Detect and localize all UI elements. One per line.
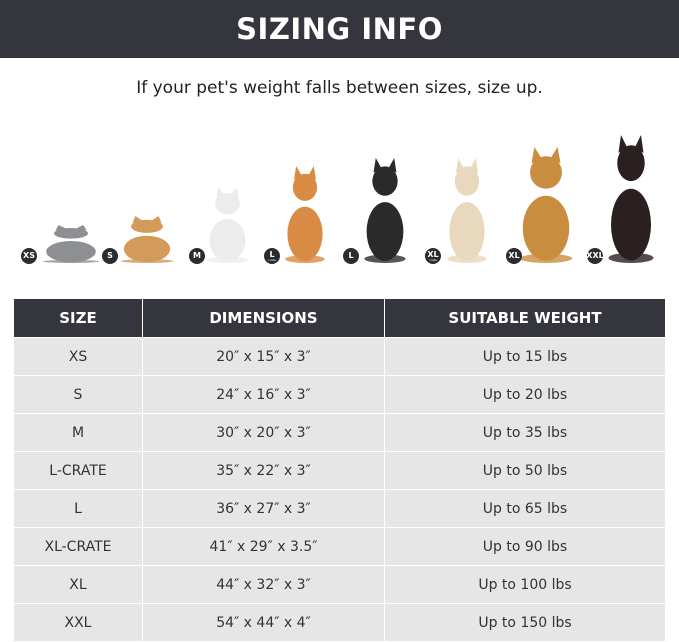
dimensions-cell: 35″ x 22″ x 3″ (142, 451, 385, 490)
size-cell: XXL (14, 603, 143, 641)
table-header-row: SIZE DIMENSIONS SUITABLE WEIGHT (14, 299, 665, 338)
golden-retriever-icon (517, 147, 575, 267)
table-row: XS 20″ x 15″ x 3″ Up to 15 lbs (14, 337, 665, 376)
table-row: S 24″ x 16″ x 3″ Up to 20 lbs (14, 375, 665, 414)
size-badge: XXL (586, 248, 604, 264)
size-badge: S (102, 248, 118, 264)
subtitle: If your pet's weight falls between sizes… (136, 78, 543, 98)
table-row: M 30″ x 20″ x 3″ Up to 35 lbs (14, 413, 665, 452)
dimensions-cell: 44″ x 32″ x 3″ (142, 565, 385, 604)
size-cell: L (14, 489, 143, 528)
badge-label: XS (23, 251, 35, 260)
badge-sublabel: crate (268, 257, 276, 262)
pomeranian-icon (118, 216, 176, 267)
weight-cell: Up to 35 lbs (384, 413, 665, 452)
size-cell: L-CRATE (14, 451, 143, 490)
table-row: XXL 54″ x 44″ x 4″ Up to 150 lbs (14, 603, 665, 641)
table-row: XL 44″ x 32″ x 3″ Up to 100 lbs (14, 565, 665, 604)
header-dimensions: DIMENSIONS (142, 299, 385, 338)
size-cell: XL (14, 565, 143, 604)
dimensions-cell: 20″ x 15″ x 3″ (142, 337, 385, 376)
badge-label: XXL (586, 251, 604, 260)
dimensions-cell: 41″ x 29″ x 3.5″ (142, 527, 385, 566)
table-row: L 36″ x 27″ x 3″ Up to 65 lbs (14, 489, 665, 528)
badge-label: XL (508, 251, 520, 260)
gray-cat-icon (40, 225, 102, 267)
labrador-icon (445, 158, 489, 267)
table-row: XL-CRATE 41″ x 29″ x 3.5″ Up to 90 lbs (14, 527, 665, 566)
dimensions-cell: 30″ x 20″ x 3″ (142, 413, 385, 452)
dimensions-cell: 36″ x 27″ x 3″ (142, 489, 385, 528)
weight-cell: Up to 150 lbs (384, 603, 665, 641)
doberman-icon (606, 135, 656, 267)
badge-label: L (348, 251, 354, 260)
header-weight: SUITABLE WEIGHT (384, 299, 665, 338)
size-cell: M (14, 413, 143, 452)
weight-cell: Up to 100 lbs (384, 565, 665, 604)
table-row: L-CRATE 35″ x 22″ x 3″ Up to 50 lbs (14, 451, 665, 490)
size-badge: XS (21, 248, 37, 264)
badge-label: S (107, 251, 113, 260)
header-size: SIZE (14, 299, 143, 338)
size-badge: XL crate (425, 248, 441, 264)
banner-title: SIZING INFO (236, 12, 443, 46)
size-badge: XL (506, 248, 522, 264)
badge-label: L (269, 249, 275, 259)
size-badge: L (343, 248, 359, 264)
badge-label: XL (427, 249, 439, 259)
size-badge: M (189, 248, 205, 264)
size-cell: S (14, 375, 143, 414)
border-collie-icon (362, 158, 408, 267)
french-bulldog-icon (205, 187, 250, 267)
badge-label: M (193, 251, 201, 260)
shiba-inu-icon (283, 166, 327, 267)
weight-cell: Up to 15 lbs (384, 337, 665, 376)
banner: SIZING INFO (0, 0, 679, 58)
weight-cell: Up to 90 lbs (384, 527, 665, 566)
dimensions-cell: 24″ x 16″ x 3″ (142, 375, 385, 414)
size-cell: XS (14, 337, 143, 376)
weight-cell: Up to 20 lbs (384, 375, 665, 414)
weight-cell: Up to 50 lbs (384, 451, 665, 490)
dimensions-cell: 54″ x 44″ x 4″ (142, 603, 385, 641)
weight-cell: Up to 65 lbs (384, 489, 665, 528)
badge-sublabel: crate (429, 257, 437, 262)
size-cell: XL-CRATE (14, 527, 143, 566)
sizing-table: SIZE DIMENSIONS SUITABLE WEIGHT XS 20″ x … (14, 299, 665, 641)
